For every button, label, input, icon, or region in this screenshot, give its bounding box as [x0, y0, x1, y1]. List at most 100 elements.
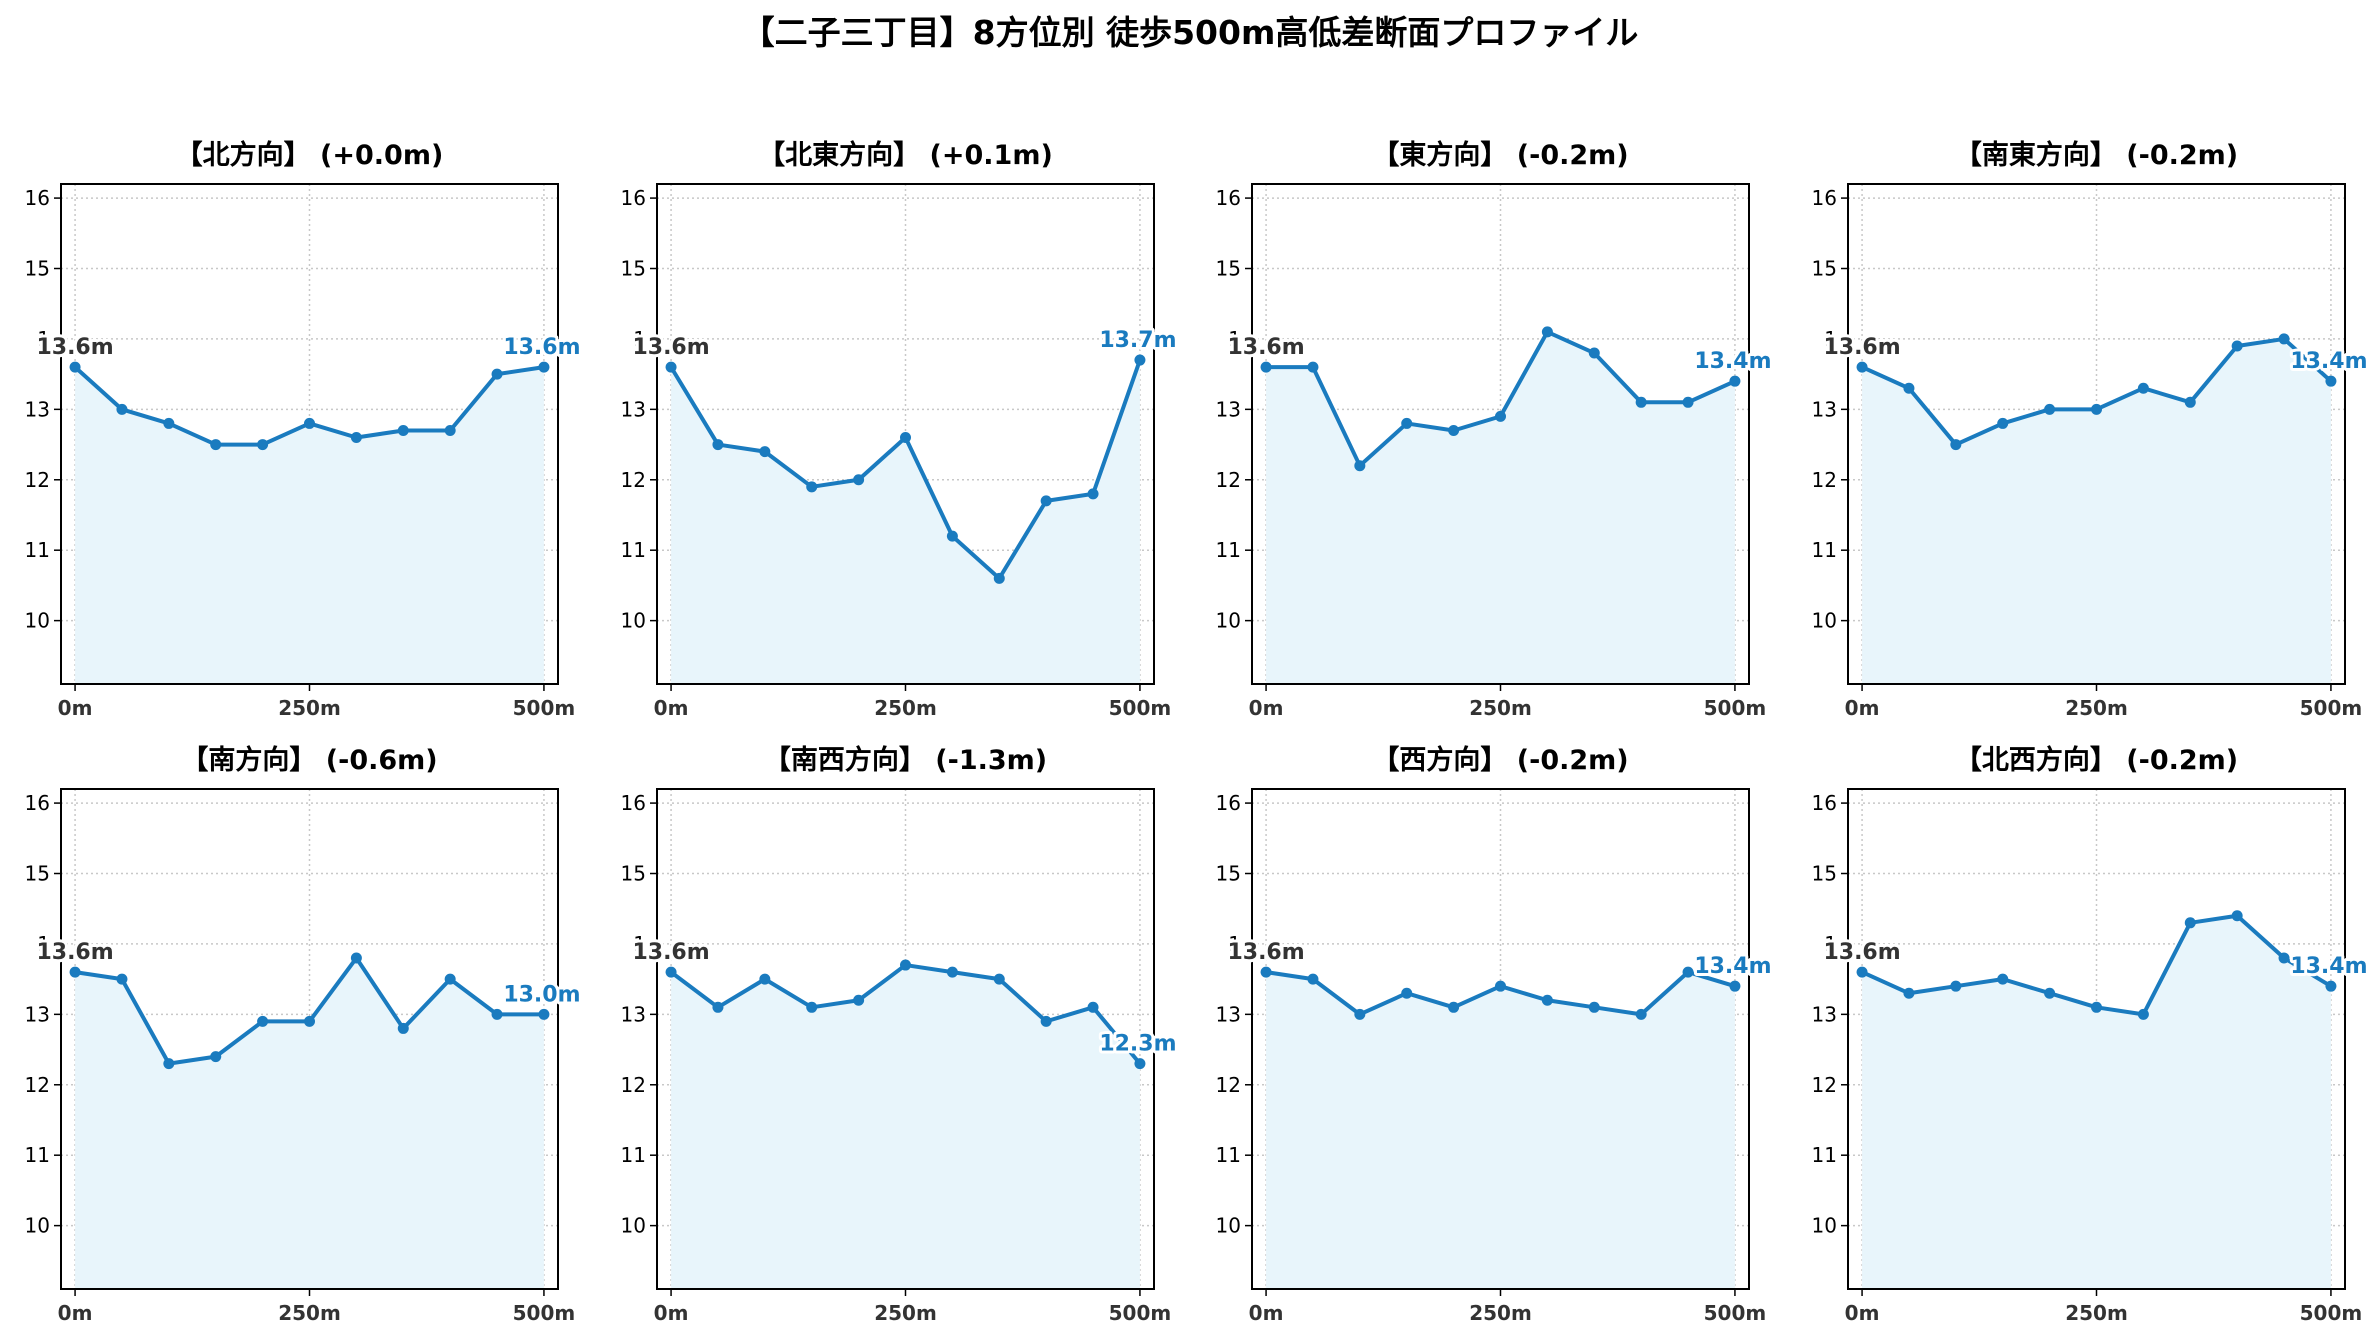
data-point — [1495, 980, 1506, 992]
x-tick-label: 250m — [2065, 696, 2128, 720]
y-tick-label: 16 — [1216, 186, 1241, 210]
subplot-5: 【南方向】 (-0.6m) 10 11 12 13 1 15 16 0m 250m 500m 13.6… — [25, 744, 584, 1325]
x-tick-label: 250m — [2065, 1301, 2128, 1325]
data-point — [257, 1015, 269, 1027]
x-tick-label: 250m — [874, 1301, 937, 1325]
data-point — [2184, 396, 2196, 408]
data-point — [1541, 994, 1553, 1006]
area-fill — [1862, 915, 2331, 1289]
subplot-title: 【東方向】 (-0.2m) — [1372, 139, 1628, 171]
y-tick-label: 12 — [1812, 468, 1837, 492]
y-tick-label: 11 — [25, 538, 50, 562]
x-tick-label: 0m — [1845, 1301, 1880, 1325]
y-tick-label: 11 — [25, 1143, 50, 1167]
y-tick-label: 16 — [1812, 186, 1837, 210]
subplot-2: 【北東方向】 (+0.1m) 10 11 12 13 1 15 16 0m 250m 500m 13.… — [621, 139, 1180, 720]
x-tick-label: 250m — [874, 696, 937, 720]
x-tick-label: 250m — [278, 1301, 341, 1325]
data-point — [1087, 1001, 1099, 1013]
data-point — [1260, 966, 1272, 978]
y-tick-label: 11 — [1216, 1143, 1241, 1167]
data-point — [116, 403, 128, 415]
y-tick-label: 16 — [1812, 791, 1837, 815]
data-point — [2184, 917, 2196, 929]
data-point — [1588, 1001, 1600, 1013]
data-point — [2231, 910, 2243, 922]
y-tick-label: 11 — [621, 538, 646, 562]
y-tick-label: 12 — [1812, 1073, 1837, 1097]
data-point — [163, 1058, 175, 1070]
data-point — [1495, 410, 1506, 422]
data-point — [993, 572, 1005, 584]
data-point — [1950, 439, 1962, 451]
data-point — [1541, 326, 1553, 338]
data-point — [69, 966, 81, 978]
data-point — [444, 424, 456, 436]
data-point — [759, 973, 771, 985]
subplot-title: 【北西方向】 (-0.2m) — [1955, 744, 2238, 776]
y-tick-label: 12 — [1216, 1073, 1241, 1097]
data-point — [712, 439, 724, 451]
end-elevation-label: 13.7m — [1099, 328, 1176, 353]
y-tick-label: 1 — [37, 932, 50, 956]
y-tick-label: 10 — [1812, 1214, 1837, 1238]
y-tick-label: 13 — [621, 397, 646, 421]
data-point — [2091, 1001, 2102, 1013]
start-elevation-label: 13.6m — [632, 335, 709, 360]
data-point — [1997, 417, 2009, 429]
start-elevation-label: 13.6m — [632, 940, 709, 965]
data-point — [538, 1008, 550, 1020]
data-point — [210, 1051, 222, 1063]
y-tick-label: 12 — [1216, 468, 1241, 492]
y-tick-label: 11 — [1812, 538, 1837, 562]
y-tick-label: 10 — [1216, 609, 1241, 633]
data-point — [806, 1001, 818, 1013]
data-point — [163, 417, 175, 429]
x-tick-label: 500m — [1704, 1301, 1767, 1325]
subplot-title: 【北方向】 (+0.0m) — [176, 139, 444, 171]
data-point — [712, 1001, 724, 1013]
y-tick-label: 12 — [621, 468, 646, 492]
subplot-6: 【南西方向】 (-1.3m) 10 11 12 13 1 15 16 0m 250m 500m 13.… — [621, 744, 1180, 1325]
x-tick-label: 0m — [58, 1301, 93, 1325]
area-fill — [671, 360, 1140, 684]
data-point — [2325, 980, 2337, 992]
data-point — [1856, 361, 1868, 373]
data-point — [1040, 1015, 1052, 1027]
y-tick-label: 10 — [25, 609, 50, 633]
data-point — [1903, 987, 1915, 999]
data-point — [2325, 375, 2337, 387]
end-elevation-label: 13.4m — [2290, 954, 2367, 979]
y-tick-label: 13 — [1812, 397, 1837, 421]
data-point — [257, 439, 269, 451]
subplot-title: 【南方向】 (-0.6m) — [181, 744, 437, 776]
data-point — [116, 973, 128, 985]
subplot-title: 【北東方向】 (+0.1m) — [758, 139, 1053, 171]
data-point — [2091, 403, 2102, 415]
y-tick-label: 11 — [1812, 1143, 1837, 1167]
data-point — [350, 432, 362, 444]
x-tick-label: 0m — [58, 696, 93, 720]
data-point — [1903, 382, 1915, 394]
end-elevation-label: 13.4m — [1694, 349, 1771, 374]
x-tick-label: 0m — [1845, 696, 1880, 720]
end-elevation-label: 12.3m — [1099, 1032, 1176, 1057]
y-tick-label: 11 — [621, 1143, 646, 1167]
subplot-3: 【東方向】 (-0.2m) 10 11 12 13 1 15 16 0m 250m 500m 13.6… — [1216, 139, 1775, 720]
y-tick-label: 1 — [1824, 932, 1837, 956]
y-tick-label: 15 — [1216, 257, 1241, 281]
x-tick-label: 500m — [2300, 696, 2363, 720]
start-elevation-label: 13.6m — [1823, 940, 1900, 965]
data-point — [946, 530, 958, 542]
data-point — [2044, 987, 2056, 999]
data-point — [853, 474, 865, 486]
y-tick-label: 15 — [25, 862, 50, 886]
y-tick-label: 16 — [621, 791, 646, 815]
data-point — [397, 1022, 409, 1034]
data-point — [2278, 333, 2290, 345]
data-point — [397, 424, 409, 436]
y-tick-label: 11 — [1216, 538, 1241, 562]
data-point — [993, 973, 1005, 985]
y-tick-label: 15 — [621, 862, 646, 886]
